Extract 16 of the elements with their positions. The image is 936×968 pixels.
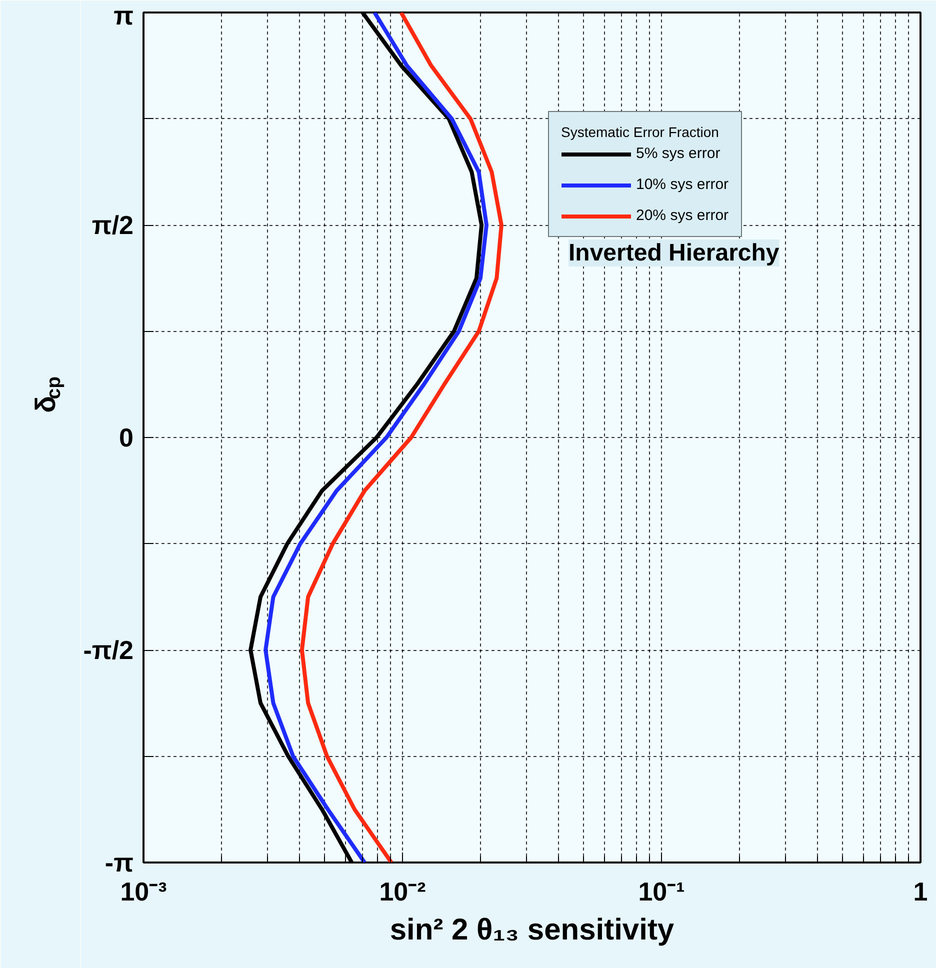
y-axis-title: δcp <box>30 376 65 413</box>
legend-label: 10% sys error <box>636 176 729 193</box>
annotation: Inverted Hierarchy <box>568 240 780 266</box>
y-tick-label: 0 <box>119 422 134 452</box>
y-tick-label: π <box>114 0 134 30</box>
legend-label: 20% sys error <box>636 207 729 224</box>
legend-title: Systematic Error Fraction <box>561 124 720 140</box>
x-axis-title: sin² 2 θ₁₃ sensitivity <box>390 914 674 946</box>
y-tick-label: -π <box>104 848 134 878</box>
x-tick-label: 10⁻³ <box>120 876 168 906</box>
legend-label: 5% sys error <box>636 145 720 162</box>
y-tick-label: -π/2 <box>83 635 134 665</box>
x-tick-label: 10⁻¹ <box>638 876 685 906</box>
y-tick-label: π/2 <box>92 210 134 240</box>
x-tick-label: 1 <box>913 876 928 906</box>
x-tick-label: 10⁻² <box>379 876 426 906</box>
